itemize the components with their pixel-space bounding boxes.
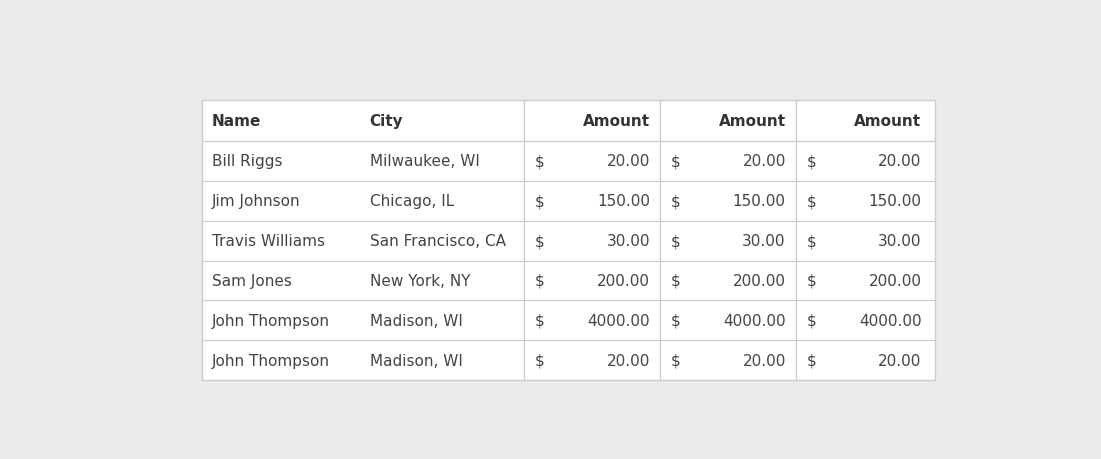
Text: 20.00: 20.00 [607,353,650,368]
Text: Amount: Amount [719,114,786,129]
Text: $: $ [671,194,680,209]
Text: $: $ [806,234,816,249]
Text: John Thompson: John Thompson [211,313,330,328]
Text: 4000.00: 4000.00 [588,313,650,328]
Text: 30.00: 30.00 [877,234,922,249]
Text: Madison, WI: Madison, WI [370,353,462,368]
Text: City: City [370,114,403,129]
Text: San Francisco, CA: San Francisco, CA [370,234,505,249]
Text: 150.00: 150.00 [597,194,650,209]
Text: Madison, WI: Madison, WI [370,313,462,328]
FancyBboxPatch shape [201,101,936,380]
Text: 4000.00: 4000.00 [723,313,786,328]
Text: 20.00: 20.00 [879,154,922,169]
Text: $: $ [671,274,680,288]
Text: Milwaukee, WI: Milwaukee, WI [370,154,480,169]
Text: 200.00: 200.00 [733,274,786,288]
Text: $: $ [806,194,816,209]
Text: New York, NY: New York, NY [370,274,470,288]
Text: $: $ [671,234,680,249]
Text: 200.00: 200.00 [869,274,922,288]
Text: Amount: Amount [854,114,922,129]
Text: $: $ [806,313,816,328]
Text: 4000.00: 4000.00 [859,313,922,328]
Text: $: $ [535,353,545,368]
Text: 30.00: 30.00 [742,234,786,249]
Text: $: $ [806,154,816,169]
Text: $: $ [806,353,816,368]
Text: 20.00: 20.00 [742,353,786,368]
Text: 200.00: 200.00 [597,274,650,288]
Text: $: $ [535,194,545,209]
Text: Amount: Amount [582,114,650,129]
Text: Sam Jones: Sam Jones [211,274,292,288]
Text: Chicago, IL: Chicago, IL [370,194,454,209]
Text: 150.00: 150.00 [869,194,922,209]
Text: $: $ [535,154,545,169]
Text: Name: Name [211,114,261,129]
Text: 150.00: 150.00 [733,194,786,209]
Text: $: $ [671,353,680,368]
Text: $: $ [535,274,545,288]
Text: 20.00: 20.00 [742,154,786,169]
Text: Jim Johnson: Jim Johnson [211,194,301,209]
Text: 20.00: 20.00 [879,353,922,368]
Text: $: $ [535,313,545,328]
Text: $: $ [671,313,680,328]
Text: Travis Williams: Travis Williams [211,234,325,249]
Text: $: $ [535,234,545,249]
Text: 20.00: 20.00 [607,154,650,169]
Text: John Thompson: John Thompson [211,353,330,368]
Text: 30.00: 30.00 [607,234,650,249]
Text: Bill Riggs: Bill Riggs [211,154,282,169]
Text: $: $ [671,154,680,169]
Text: $: $ [806,274,816,288]
